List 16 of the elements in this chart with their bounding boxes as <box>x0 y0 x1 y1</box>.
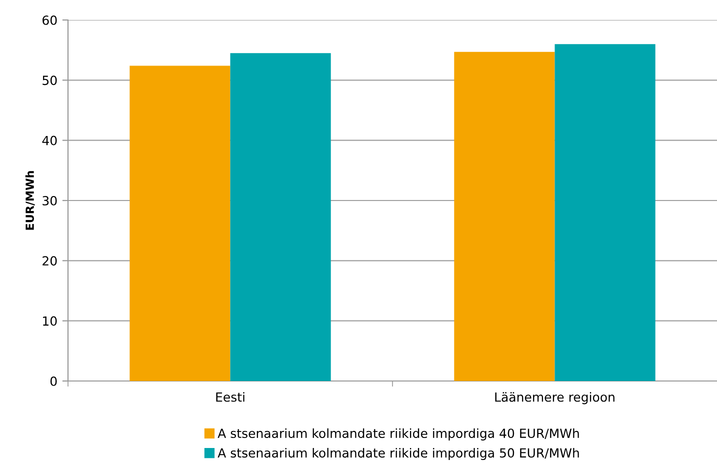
y-tick-label: 40 <box>42 136 57 146</box>
y-tick-label: 30 <box>42 196 57 206</box>
bar <box>554 44 656 381</box>
bar <box>230 53 331 381</box>
y-axis-title: EUR/MWh <box>25 171 35 230</box>
x-tick-label: Läänemere regioon <box>495 392 614 404</box>
y-tick-label: 60 <box>42 15 57 25</box>
legend-label: A stsenaarium kolmandate riikide impordiga 40 EUR/MWh <box>218 428 579 440</box>
bar <box>454 52 555 381</box>
x-tick-label: Eesti <box>216 392 244 402</box>
bar <box>130 66 230 381</box>
y-tick-label: 10 <box>43 316 57 326</box>
y-tick-label: 20 <box>42 256 57 266</box>
y-tick-label: 50 <box>42 76 57 86</box>
y-tick-label: 0 <box>50 376 57 386</box>
legend-label: A stsenaarium kolmandate riikide impordiga 50 EUR/MWh <box>218 448 579 460</box>
